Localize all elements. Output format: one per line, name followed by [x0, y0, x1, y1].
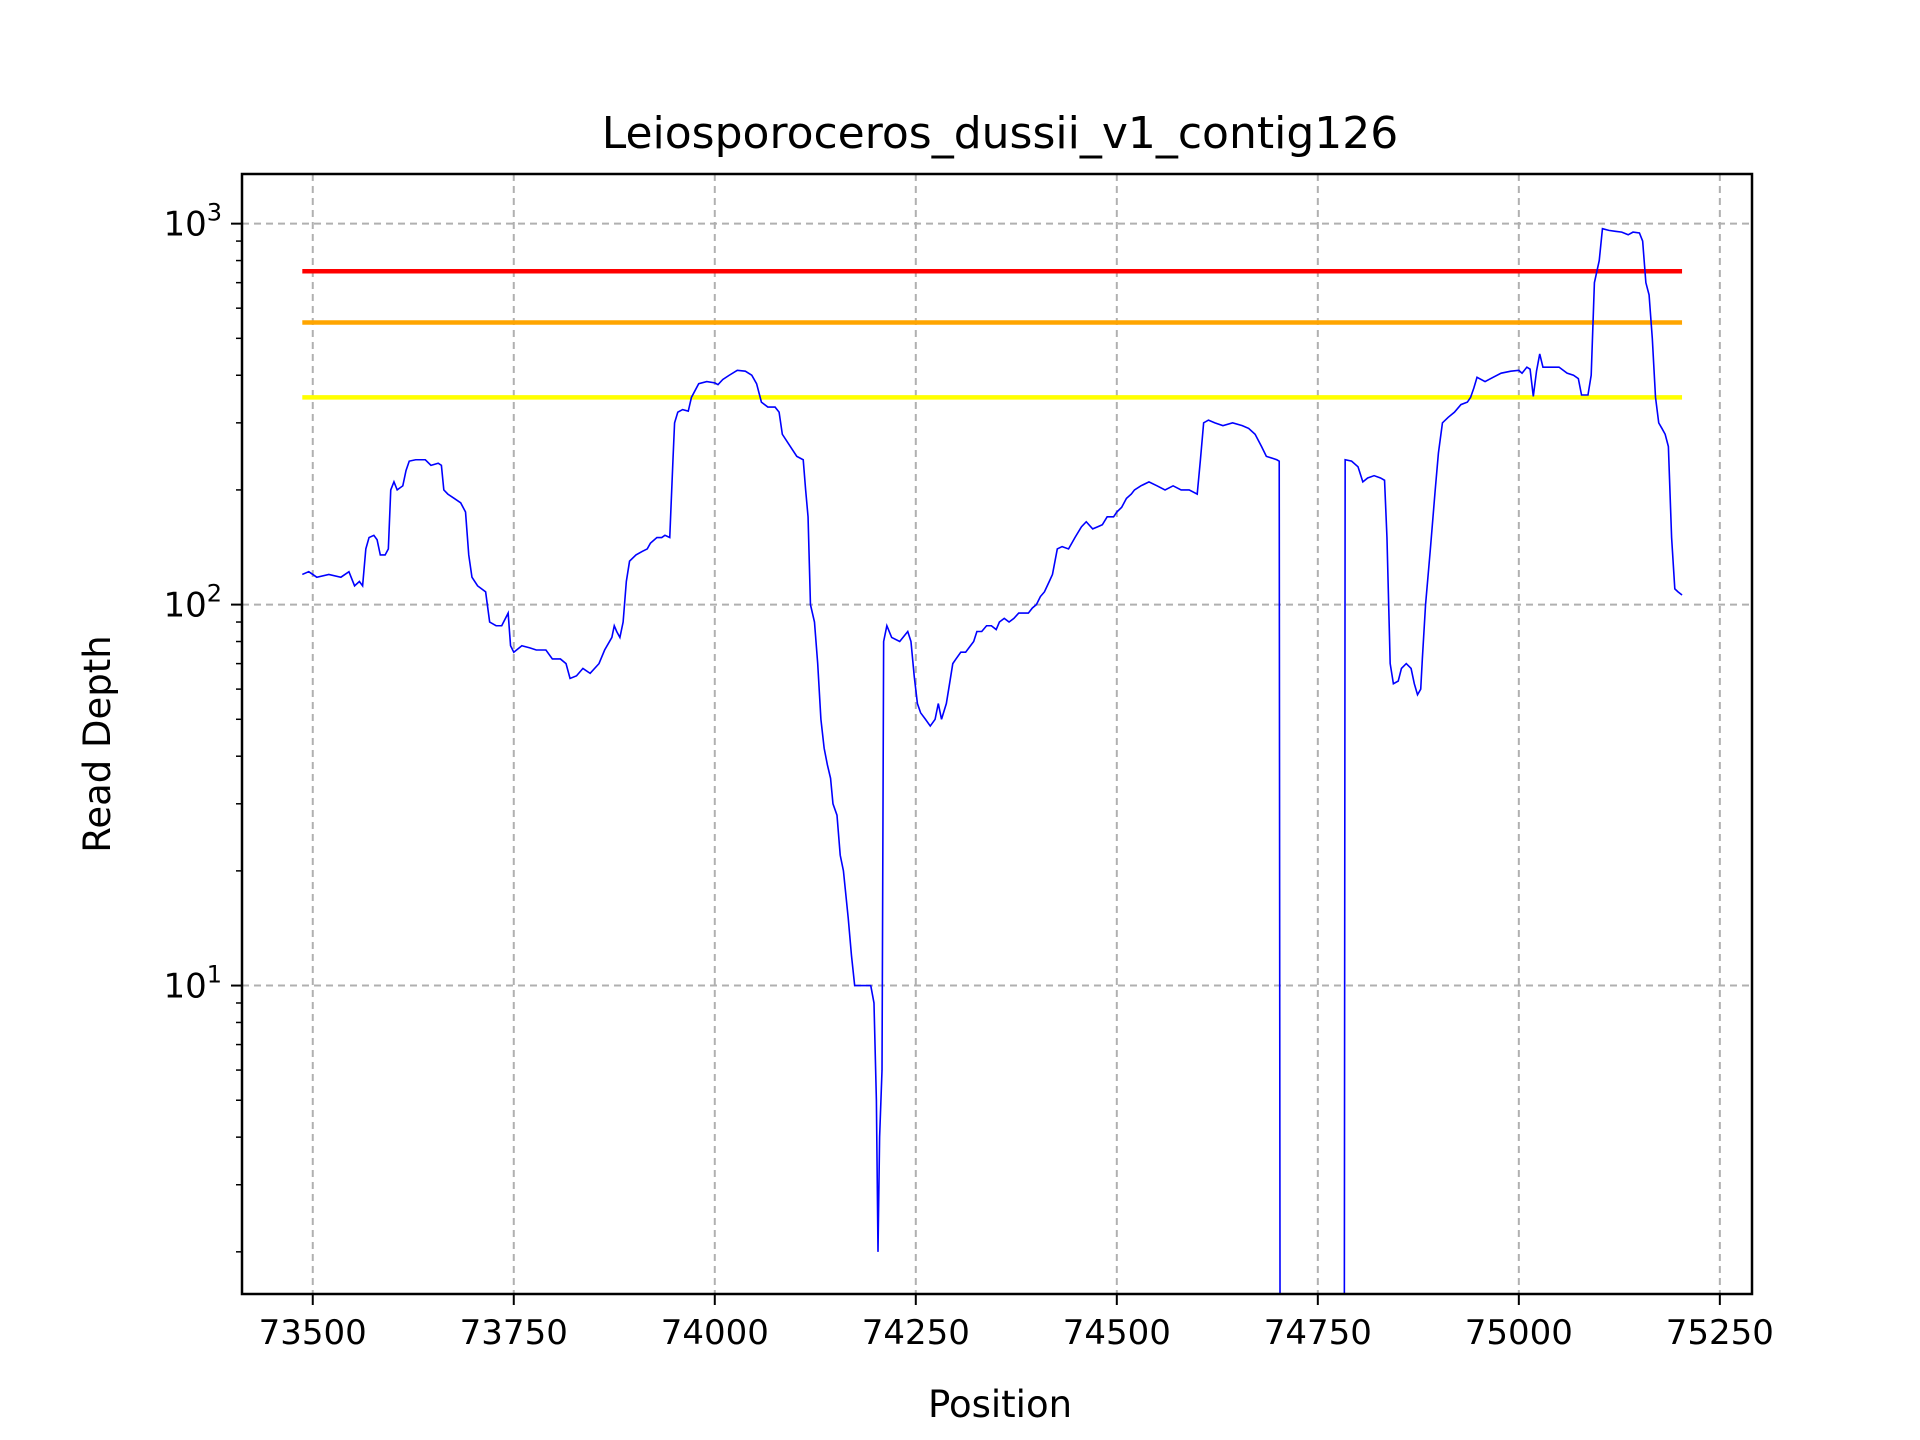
grid-layer: [242, 174, 1752, 1294]
x-axis-label: Position: [928, 1383, 1072, 1426]
x-tick-label: 74750: [1264, 1313, 1372, 1353]
x-tick-label: 73750: [460, 1313, 568, 1353]
x-tick-label: 75250: [1666, 1313, 1774, 1353]
read-depth-line: [301, 369, 1281, 1294]
x-tick-label: 75000: [1465, 1313, 1573, 1353]
ticks-layer: 73500 73750 74000 74250 74500 74750 75000 75250…: [163, 199, 1773, 1353]
plot-area-frame: [240, 172, 1754, 1296]
y-tick-label: 101: [163, 961, 222, 1007]
plot-layer: [301, 227, 1683, 1294]
x-tick-label: 74000: [661, 1313, 769, 1353]
y-axis-label: Read Depth: [76, 635, 119, 852]
y-tick-label: 102: [163, 580, 222, 626]
read-depth-line: [1343, 227, 1683, 1294]
y-tick-label: 103: [163, 199, 222, 245]
x-tick-label: 74250: [862, 1313, 970, 1353]
x-tick-label: 74500: [1063, 1313, 1171, 1353]
x-tick-label: 73500: [259, 1313, 367, 1353]
chart-title: Leiosporoceros_dussii_v1_contig126: [602, 108, 1399, 159]
